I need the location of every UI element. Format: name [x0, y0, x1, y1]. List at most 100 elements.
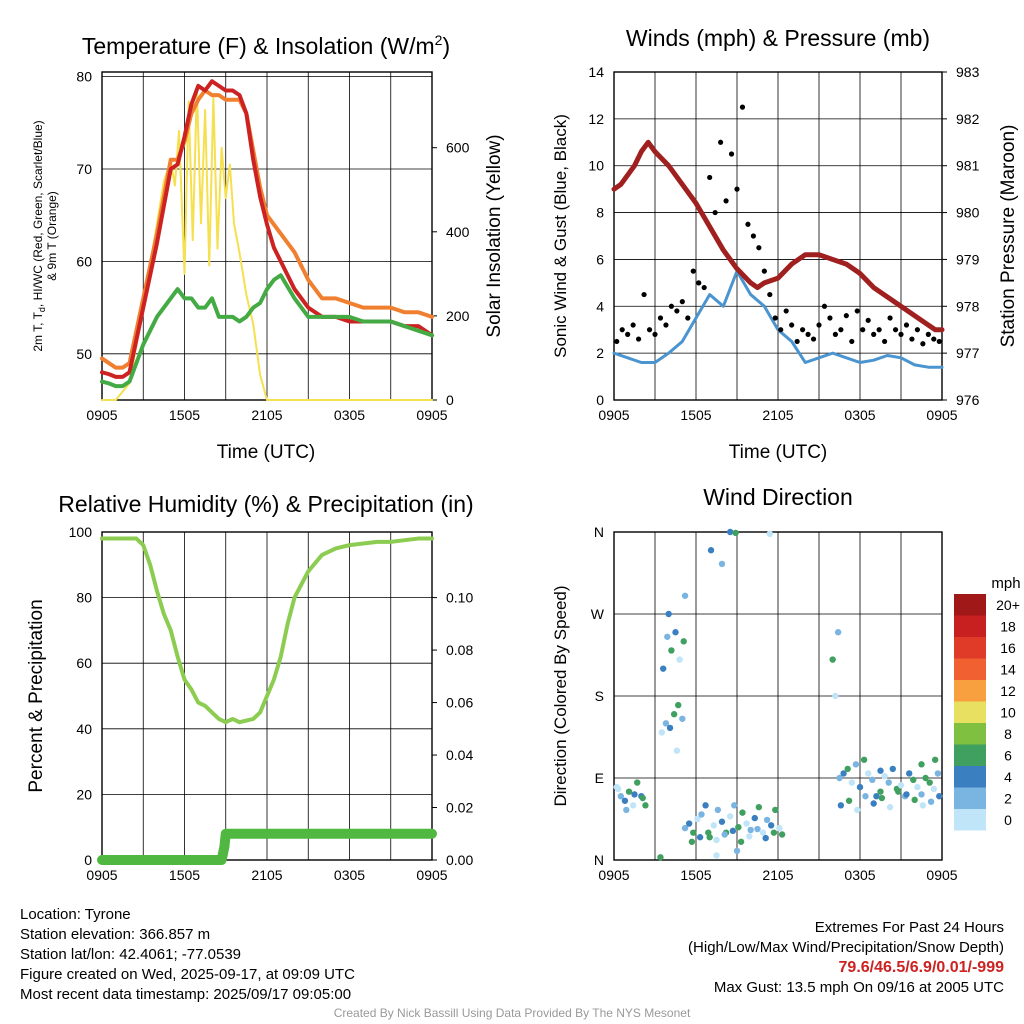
direction-point [679, 715, 686, 722]
gust-point [849, 338, 855, 345]
direction-point [658, 729, 666, 736]
gust-point [821, 303, 828, 309]
y2-tick-label: 600 [446, 140, 470, 156]
direction-point [681, 592, 689, 599]
direction-point [665, 610, 672, 618]
direction-point [865, 770, 872, 777]
gust-point [674, 308, 680, 314]
gust-point [614, 338, 620, 345]
wind-panel: Winds (mph) & Pressure (mb) Time (UTC) S… [551, 25, 1019, 463]
colorbar-label: 2 [1004, 790, 1012, 806]
direction-point [617, 793, 625, 800]
gust-point [739, 104, 746, 110]
direction-point [877, 788, 884, 795]
direction-point [911, 796, 918, 804]
extremes-legend: (High/Low/Max Wind/Precipitation/Snow De… [688, 939, 1004, 956]
direction-point [897, 782, 905, 789]
credit-line: Created By Nick Bassill Using Data Provi… [333, 1006, 691, 1020]
direction-point [660, 665, 667, 672]
gust-point [827, 315, 833, 321]
colorbar-label: 4 [1004, 769, 1012, 785]
y2-tick-label: 0.06 [446, 695, 473, 711]
y-tick-label: 50 [76, 346, 92, 362]
direction-point [906, 770, 913, 777]
direction-point [668, 647, 675, 654]
direction-point [685, 820, 693, 827]
gust-point [843, 313, 849, 319]
extremes-heading: Extremes For Past 24 Hours [814, 919, 1004, 936]
x-tick-label: 0305 [334, 407, 365, 423]
y2-tick-label: 978 [956, 298, 980, 314]
direction-point [634, 779, 641, 786]
direction-point [856, 783, 864, 791]
y-tick-label: 6 [596, 251, 604, 267]
direction-point [922, 774, 929, 782]
gust-point [772, 315, 778, 321]
direction-point [743, 820, 750, 827]
x-tick-label: 1505 [169, 407, 200, 423]
x-tick-label: 0905 [926, 867, 957, 883]
y-tick-label: 80 [76, 590, 92, 606]
y2-tick-label: 977 [956, 345, 980, 361]
y-tick-label: S [595, 688, 604, 704]
y2-tick-label: 200 [446, 308, 470, 324]
y2-tick-label: 0.08 [446, 642, 473, 658]
gust-point [800, 327, 806, 333]
gust-point [734, 186, 740, 192]
y-tick-label: E [595, 770, 604, 786]
y2-tick-label: 981 [956, 158, 980, 174]
direction-point [714, 806, 722, 814]
x-tick-label: 2105 [251, 407, 282, 423]
gust-point [925, 331, 931, 337]
plot-frame [613, 531, 943, 861]
colorbar-swatch [954, 701, 986, 723]
direction-point [735, 824, 742, 831]
direction-point [770, 829, 778, 836]
gust-point [871, 331, 877, 337]
direction-point [672, 629, 679, 636]
colorbar-swatch [954, 809, 986, 831]
direction-point [747, 826, 754, 834]
direction-point [642, 802, 649, 809]
direction-point [762, 834, 769, 842]
humidity-panel: Relative Humidity (%) & Precipitation (i… [26, 491, 474, 883]
colorbar-swatch [954, 723, 986, 745]
gust-point [936, 338, 942, 345]
gust-point [898, 331, 904, 337]
direction-point [759, 829, 767, 836]
direction-point [690, 829, 697, 836]
station-elevation: Station elevation: 366.857 m [20, 926, 211, 943]
x-tick-label: 0905 [598, 407, 629, 423]
direction-point [625, 788, 633, 795]
rh-line [100, 536, 434, 725]
direction-point [869, 776, 876, 784]
direction-point [751, 814, 758, 822]
station-info: Location: Tyrone Station elevation: 366.… [20, 905, 355, 1005]
gust-point [810, 336, 817, 342]
x-tick-label: 2105 [762, 867, 793, 883]
direction-point [845, 797, 853, 804]
direction-point [707, 547, 715, 554]
direction-point [885, 779, 892, 786]
gust-point [723, 198, 729, 204]
direction-point [639, 794, 646, 802]
direction-point [914, 783, 921, 791]
gust-point [619, 327, 625, 333]
temperature-title: Temperature (F) & Insolation (W/m2) [82, 32, 450, 59]
direction-point [881, 772, 888, 780]
y-tick-label: 12 [588, 111, 604, 127]
wind-xlabel: Time (UTC) [729, 442, 828, 463]
direction-point [666, 724, 674, 732]
colorbar-title: mph [991, 575, 1020, 592]
direction-point [934, 770, 942, 777]
gust-point [794, 338, 800, 345]
temperature-ylabel-line2: & 9m T (Orange) [45, 191, 59, 281]
colorbar-label: 0 [1004, 812, 1012, 828]
direction-panel: Wind Direction Direction (Colored By Spe… [551, 484, 1021, 883]
insolation-line [101, 87, 433, 401]
direction-point [732, 529, 739, 537]
gust-point [701, 284, 707, 291]
y-tick-label: 60 [76, 253, 92, 269]
x-tick-label: 0905 [86, 407, 117, 423]
direction-point [903, 791, 910, 798]
